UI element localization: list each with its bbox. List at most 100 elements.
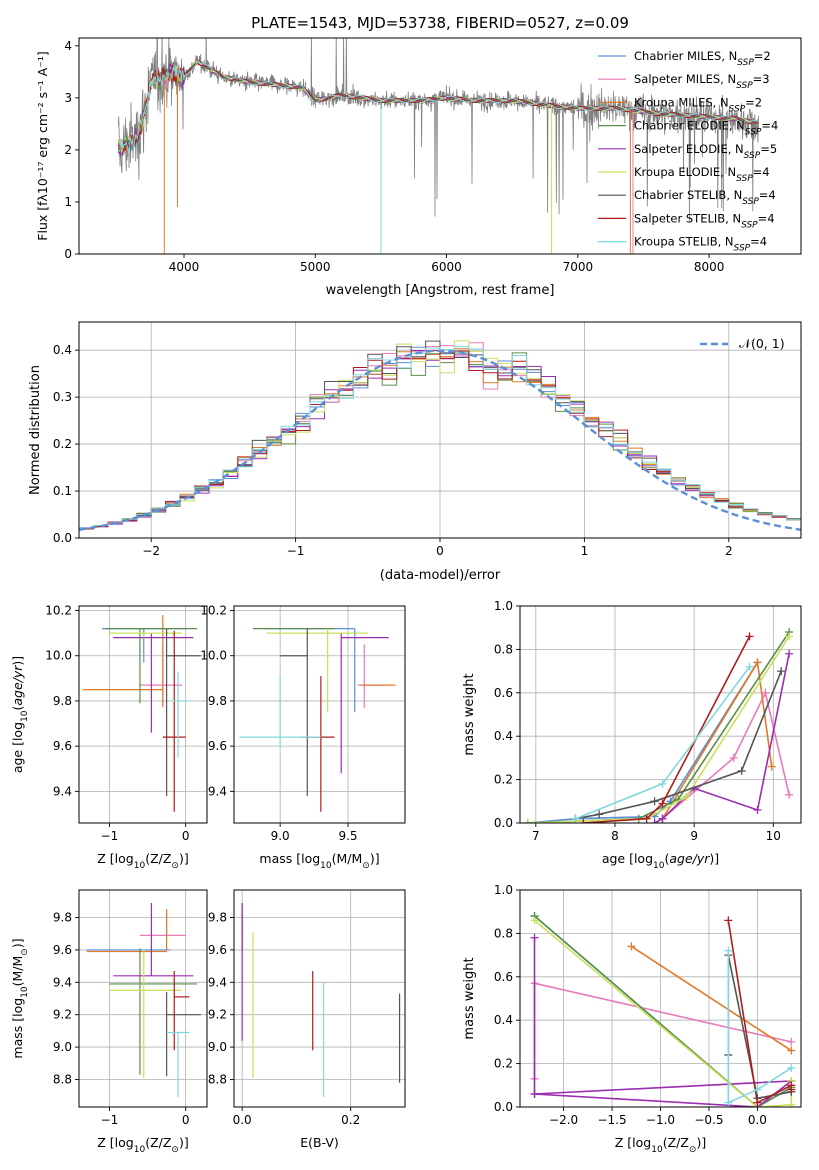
mass-vs-EBV-ytick-label: 9.6 (208, 943, 227, 957)
series-point (745, 632, 754, 641)
age-vs-Z-ytick-label: 10.0 (45, 649, 72, 663)
spectrum-xtick-label: 5000 (300, 260, 331, 274)
weight-vs-Z-xtick-label: 0.0 (748, 1113, 767, 1127)
series-point (787, 1037, 796, 1046)
spectrum-model-chabrier-stelib (117, 61, 759, 153)
age-vs-mass-frame (233, 605, 406, 824)
series-point (745, 662, 754, 671)
residual-xlabel: (data-model)/error (380, 568, 501, 583)
mass-vs-Z-xtick-label: 0 (182, 1113, 190, 1127)
weight-vs-Z-ytick-label: 0.6 (494, 970, 513, 984)
mass-vs-Z-ytick-label: 9.2 (53, 1008, 72, 1022)
residuals-ytick-label: 0.1 (53, 484, 72, 498)
legend-entry: Kroupa STELIB, NSSP=4 (634, 235, 767, 254)
legend-entry: Kroupa ELODIE, NSSP=4 (634, 165, 770, 184)
series-point (787, 1063, 796, 1072)
series-point (785, 632, 794, 641)
series-point (530, 933, 539, 942)
series-point (579, 819, 588, 823)
mass-vs-Z-ytick-label: 9.4 (53, 975, 72, 989)
residuals-xtick-label: 2 (725, 544, 733, 558)
mass-vs-EBV-ytick-label: 9.2 (208, 1008, 227, 1022)
mass-vs-Z-ytick-label: 9.0 (53, 1040, 72, 1054)
weight-vs-age-xtick-label: 8 (611, 829, 619, 843)
spectrum-ytick-label: 2 (64, 143, 72, 157)
mass-vs-Z-plot-area (79, 890, 207, 1107)
residuals-xtick-label: 0 (436, 544, 444, 558)
spectrum-frame (78, 37, 802, 255)
series-point (650, 797, 659, 806)
weight-vs-Z-ytick-label: 0.0 (494, 1100, 513, 1114)
series-point (753, 1085, 762, 1094)
mass-vs-EBV-ytick-label: 9.0 (208, 1040, 227, 1054)
spectrum-model-chabrier-miles (117, 62, 759, 152)
series-point (571, 814, 580, 823)
spectrum-ytick-label: 4 (64, 39, 72, 53)
spectrum-xtick-label: 4000 (169, 260, 200, 274)
age-vs-Z-frame (78, 605, 208, 824)
weight-vs-age-ytick-label: 0.8 (494, 642, 513, 656)
hist-kroupa-stelib (79, 346, 801, 532)
legend-entry: Chabrier MILES, NSSP=2 (634, 49, 771, 68)
series-point (777, 667, 786, 676)
legend-entry: Salpeter STELIB, NSSP=4 (634, 211, 775, 230)
residuals-xtick-label: −1 (287, 544, 305, 558)
mass-vs-EBV-ytick-label: 9.8 (208, 911, 227, 925)
series-point (737, 766, 746, 775)
residuals-xtick-label: −2 (142, 544, 160, 558)
legend-entry: Salpeter ELODIE, NSSP=5 (634, 142, 777, 161)
age-vs-mass-xtick-label: 9.0 (271, 829, 290, 843)
series-line-chabrier-elodie (527, 631, 790, 823)
residual-ylabel: Normed distribution (28, 365, 43, 495)
mass-vs-EBV-ytick-label: 9.4 (208, 975, 227, 989)
series-point (682, 792, 691, 801)
series-point (787, 1100, 796, 1107)
weight-vs-Z-ytick-label: 0.8 (494, 926, 513, 940)
age-vs-Z-ylabel: age [log10(age/yr)] (10, 656, 30, 773)
weight-vs-age-ytick-label: 0.2 (494, 773, 513, 787)
age-vs-mass-plot-area (234, 606, 405, 823)
mass-vs-EBV-xlabel: E(B-V) (300, 1135, 339, 1150)
series-point (658, 814, 667, 823)
series-line-kroupa-stelib (727, 950, 792, 1104)
series-point (627, 942, 636, 951)
mass-vs-EBV-ytick-label: 8.8 (208, 1072, 227, 1086)
mass-vs-Z-xlabel: Z [log10(Z/Z⊙)] (97, 1135, 188, 1155)
spectrum-ytick-label: 3 (64, 91, 72, 105)
age-vs-mass-ytick-label: 9.4 (208, 784, 227, 798)
mass-vs-EBV-plot-area (234, 890, 405, 1107)
series-point (658, 779, 667, 788)
age-vs-Z-xtick-label: 0 (182, 829, 190, 843)
weight-vs-Z-xtick-label: −1.0 (646, 1113, 675, 1127)
series-point (724, 946, 733, 955)
weight-vs-Z-plot-area (520, 890, 801, 1107)
series-point (595, 810, 604, 819)
series-point (753, 1098, 762, 1107)
legend-entry: Chabrier ELODIE, NSSP=4 (634, 119, 778, 138)
spectrum-plot-area (117, 38, 760, 254)
residuals-ytick-label: 0.2 (53, 437, 72, 451)
age-vs-Z-ytick-label: 9.6 (53, 739, 72, 753)
legend-entry: 𝒩(0, 1) (739, 336, 785, 351)
series-line-salpeter-miles (533, 982, 792, 1079)
series-line-salpeter-stelib (583, 636, 751, 823)
weight-vs-age-xlabel: age [log10(age/yr)] (602, 851, 719, 871)
series-point (658, 799, 667, 808)
normal-curve-line (79, 349, 801, 531)
age-vs-mass-xtick-label: 9.5 (338, 829, 357, 843)
age-vs-Z-ytick-label: 9.8 (53, 694, 72, 708)
age-vs-mass-xlabel: mass [log10(M/M⊙)] (259, 851, 379, 871)
series-point (530, 1089, 539, 1098)
weight-vs-age-xtick-label: 10 (766, 829, 781, 843)
weight-vs-Z-ytick-label: 0.4 (494, 1013, 513, 1027)
age-vs-Z-xlabel: Z [log10(Z/Z⊙)] (97, 851, 188, 871)
age-vs-mass-ytick-label: 10.0 (200, 649, 227, 663)
series-point (785, 790, 794, 799)
weight-vs-Z-xtick-label: −0.5 (694, 1113, 723, 1127)
mass-vs-EBV-xtick-label: 0.2 (341, 1113, 360, 1127)
series-point (785, 649, 794, 658)
weight-vs-Z-ylabel: mass weight (462, 957, 477, 1039)
legend-entry: Salpeter MILES, NSSP=3 (634, 72, 770, 91)
spectrum-xtick-label: 8000 (694, 260, 725, 274)
series-point (787, 1085, 796, 1094)
